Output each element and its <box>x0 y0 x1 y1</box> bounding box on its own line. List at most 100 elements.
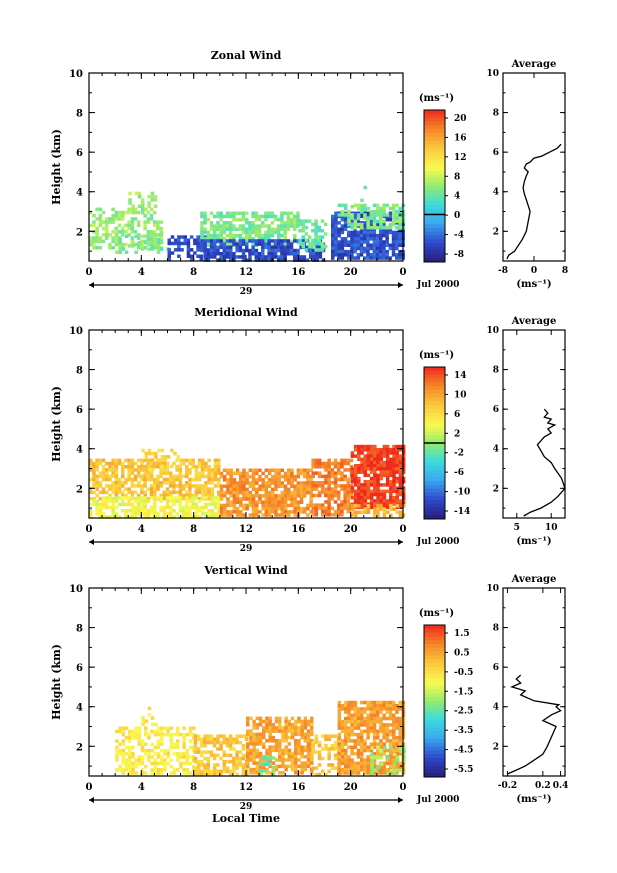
average-x-label: (ms⁻¹) <box>516 794 551 805</box>
heatmap-cell <box>95 226 99 231</box>
heatmap-cell <box>147 748 151 753</box>
heatmap-cell <box>225 245 230 250</box>
heatmap-cell <box>147 201 151 205</box>
heatmap-cell <box>323 245 328 249</box>
heatmap-cell <box>391 237 396 241</box>
heatmap-cell <box>98 458 103 463</box>
heatmap-cell <box>149 207 154 212</box>
heatmap-cell <box>118 250 122 254</box>
heatmap-cell <box>360 768 364 772</box>
heatmap-cell <box>382 253 386 257</box>
heatmap-cell <box>258 739 263 743</box>
heatmap-cell <box>309 503 313 508</box>
colorbar-tick-label: 12 <box>454 153 467 163</box>
heatmap-cell <box>133 505 138 510</box>
heatmap-cell <box>188 497 192 501</box>
heatmap-cell <box>287 474 291 479</box>
heatmap-cell <box>301 241 305 246</box>
heatmap-cell <box>194 471 199 475</box>
heatmap-cell <box>353 454 358 458</box>
heatmap-cell <box>301 235 305 239</box>
heatmap-cell <box>337 468 341 472</box>
heatmap-cell <box>301 225 305 230</box>
heatmap-cell <box>265 756 269 760</box>
heatmap-cell <box>294 767 298 772</box>
heatmap-cell <box>395 460 399 465</box>
heatmap-cell <box>262 735 266 740</box>
heatmap-cell <box>235 513 240 517</box>
heatmap-cell <box>372 210 377 214</box>
heatmap-cell <box>128 198 132 202</box>
heatmap-cell <box>286 224 291 228</box>
heatmap-cell <box>235 490 240 495</box>
heatmap-cell <box>350 480 355 484</box>
heatmap-cell <box>172 474 176 479</box>
heatmap-cell <box>346 490 351 495</box>
heatmap-cells <box>89 444 406 519</box>
heatmap-cell <box>293 503 297 508</box>
heatmap-cell <box>149 461 154 466</box>
heatmap-cell <box>172 502 176 507</box>
heatmap-cell <box>226 468 230 472</box>
heatmap-cell <box>376 707 380 711</box>
heatmap-cell <box>219 252 223 256</box>
heatmap-cell <box>204 461 208 466</box>
heatmap-cell <box>181 461 186 466</box>
heatmap-cell <box>366 713 370 718</box>
heatmap-cell <box>385 256 389 260</box>
heatmap-cell <box>306 490 310 495</box>
heatmap-cell <box>346 509 351 514</box>
colorbar-segment <box>424 151 445 156</box>
heatmap-cell <box>376 755 381 760</box>
heatmap-cell <box>280 252 284 256</box>
heatmap-cell <box>344 710 348 714</box>
heatmap-cell <box>290 767 295 772</box>
heatmap-cell <box>399 768 403 773</box>
heatmap-cell <box>189 254 194 258</box>
heatmap-cell <box>248 468 253 472</box>
average-title: Average <box>511 316 557 327</box>
colorbar-segment <box>424 427 445 432</box>
heatmap-cell <box>356 206 361 211</box>
heatmap-cell <box>309 487 313 492</box>
heatmap-cell <box>239 513 243 517</box>
heatmap-cell <box>160 755 164 759</box>
heatmap-cell <box>389 496 393 500</box>
heatmap-cell <box>239 484 243 488</box>
heatmap-cell <box>271 772 276 776</box>
heatmap-cell <box>350 237 354 241</box>
colorbar-segment <box>424 735 445 740</box>
heatmap-cell <box>314 503 319 507</box>
heatmap-cell <box>242 494 246 498</box>
heatmap-cell <box>385 707 390 711</box>
heatmap-cell <box>209 769 214 774</box>
heatmap-cell <box>163 761 167 766</box>
heatmap-cell <box>207 468 211 472</box>
heatmap-cell <box>309 484 313 488</box>
heatmap-cell <box>300 764 304 769</box>
heatmap-cell <box>141 210 145 215</box>
heatmap-cell <box>398 233 402 238</box>
heatmap-cell <box>146 499 151 503</box>
heatmap-cell <box>232 239 236 243</box>
x-tick-label: 20 <box>344 267 358 278</box>
heatmap-cell <box>216 769 220 774</box>
heatmap-cell <box>340 246 345 251</box>
heatmap-cell <box>398 707 402 711</box>
heatmap-cell <box>340 704 345 708</box>
heatmap-cell <box>324 744 328 748</box>
heatmap-cell <box>379 499 383 503</box>
heatmap-cell <box>127 509 131 513</box>
heatmap-cell <box>379 483 383 487</box>
heatmap-cell <box>382 203 386 208</box>
average-y-tick-label: 6 <box>493 405 499 415</box>
heatmap-cell <box>229 239 233 243</box>
heatmap-cell <box>304 238 309 243</box>
heatmap-cell <box>277 468 281 472</box>
heatmap-cell <box>385 464 390 468</box>
heatmap-cell <box>140 771 145 775</box>
heatmap-cell <box>121 210 125 215</box>
heatmap-cell <box>137 191 142 196</box>
heatmap-cell <box>388 230 393 235</box>
